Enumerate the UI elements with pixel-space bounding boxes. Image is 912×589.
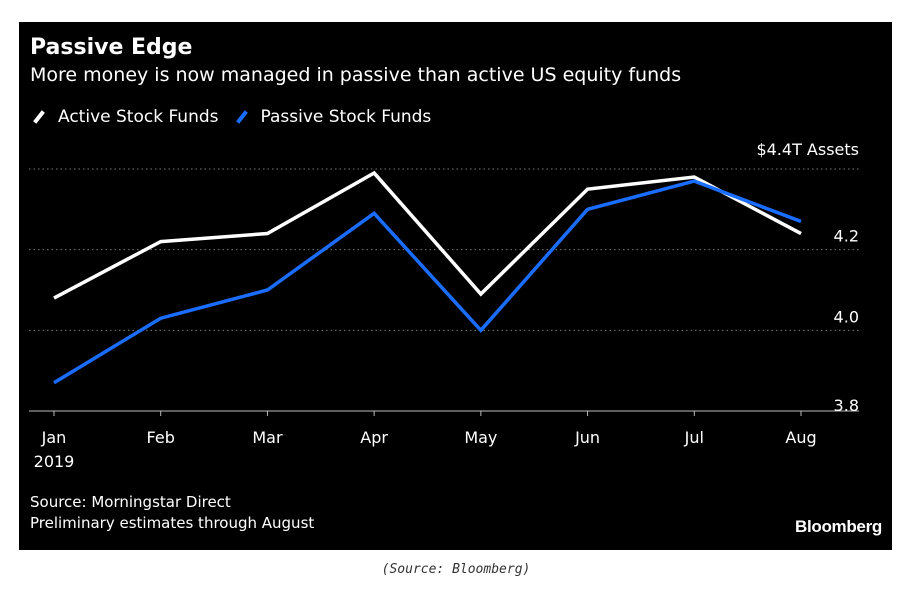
legend-item-passive: Passive Stock Funds <box>233 107 432 127</box>
x-tick-label-4: May <box>464 428 497 447</box>
x-tick-label-3: Apr <box>360 428 388 447</box>
legend-item-active: Active Stock Funds <box>30 107 219 127</box>
x-year-label: 2019 <box>34 452 75 471</box>
y-tick-label-2: 4.2 <box>834 227 859 246</box>
x-tick-label-1: Feb <box>147 428 175 447</box>
x-tick-label-6: Jul <box>684 428 704 447</box>
chart-title: Passive Edge <box>30 35 193 60</box>
chart-source: Source: Morningstar Direct Preliminary e… <box>30 492 314 534</box>
y-tick-label-1: 4.0 <box>834 307 859 326</box>
x-tick-label-0: Jan <box>41 428 67 447</box>
x-tick-label-2: Mar <box>252 428 283 447</box>
y-tick-label-0: 3.8 <box>834 396 859 415</box>
x-tick-label-7: Aug <box>785 428 816 447</box>
source-text: Source: Morningstar Direct <box>30 493 231 511</box>
legend-label-passive: Passive Stock Funds <box>260 107 432 127</box>
legend-label-active: Active Stock Funds <box>58 107 219 127</box>
series-line-active <box>53 170 802 300</box>
line-chart: 3.8 4.0 4.2 $4.4T Assets Jan Feb Mar Apr May Jun J… <box>29 140 859 471</box>
series-line-passive <box>53 179 802 385</box>
bloomberg-logo: Bloomberg <box>794 517 882 536</box>
chart-legend: Active Stock Funds Passive Stock Funds <box>30 107 445 127</box>
image-caption: (Source: Bloomberg) <box>381 562 531 577</box>
y-axis-label: $4.4T Assets <box>756 140 859 159</box>
source-note: Preliminary estimates through August <box>30 514 315 532</box>
chart-subtitle: More money is now managed in passive tha… <box>30 64 682 86</box>
chart-panel: Passive Edge More money is now managed i… <box>19 22 892 550</box>
x-tick-label-5: Jun <box>574 428 600 447</box>
